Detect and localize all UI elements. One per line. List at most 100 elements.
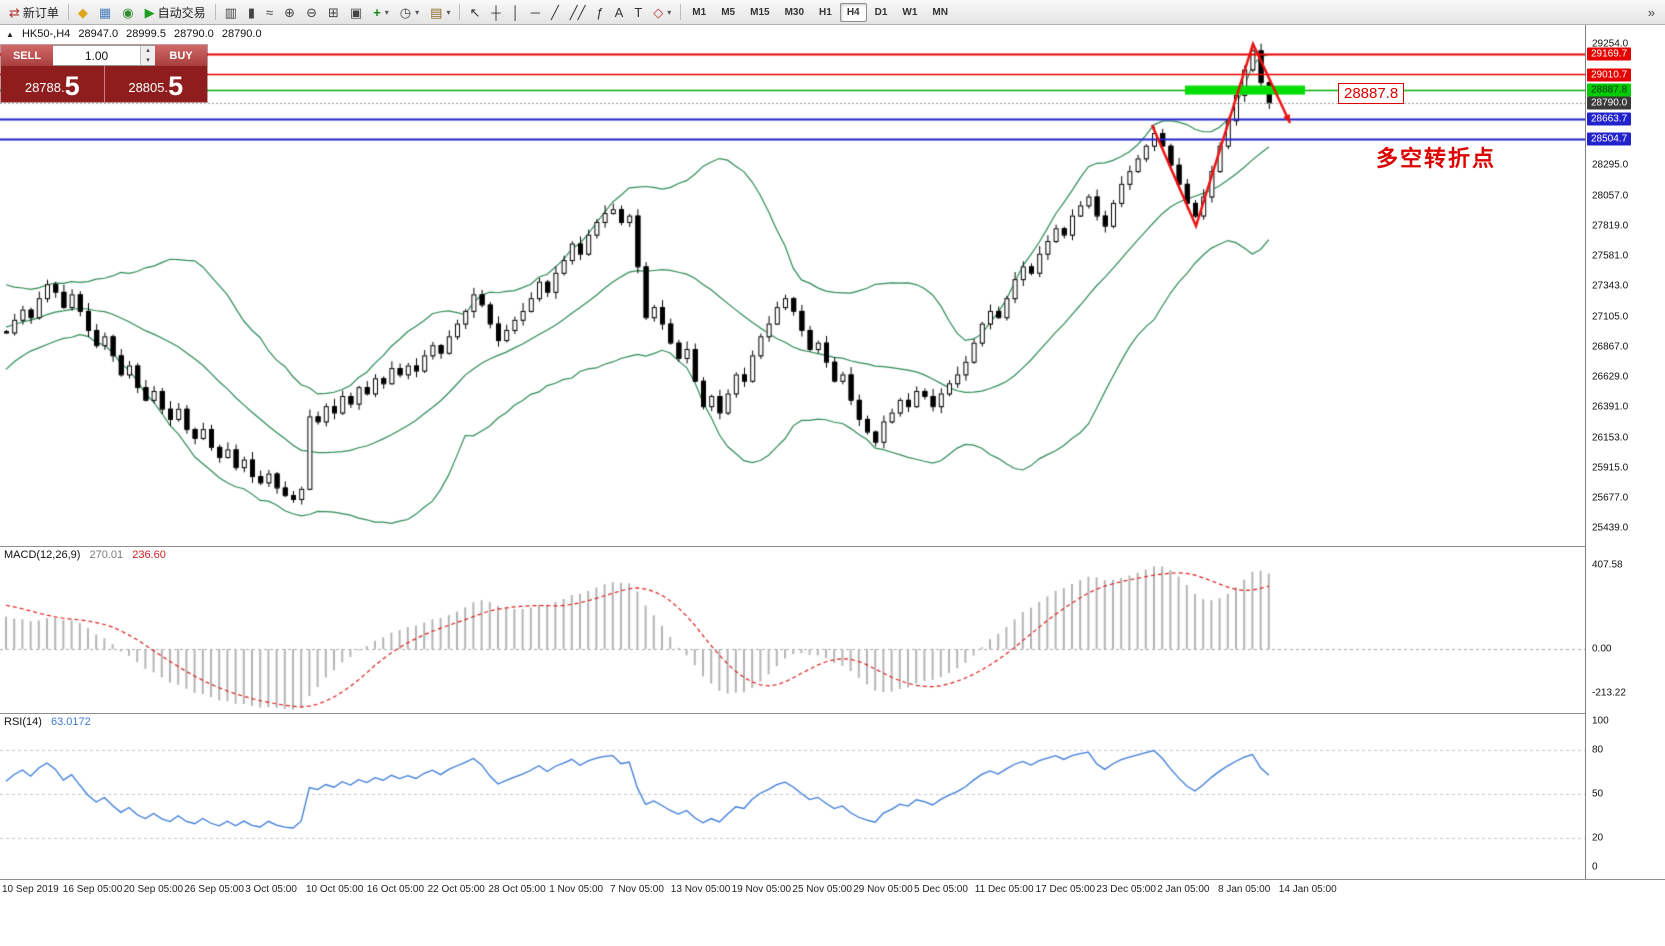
- timeframe-w1-button[interactable]: W1: [902, 6, 918, 18]
- price-axis-label: 27105.0: [1592, 311, 1629, 323]
- ohlc-high: 28999.5: [126, 28, 166, 40]
- text-icon: A: [614, 4, 624, 20]
- price-axis-label: 26153.0: [1592, 432, 1629, 444]
- macd-title: MACD(12,26,9): [4, 549, 81, 561]
- price-axis-tag: 28663.7: [1587, 112, 1632, 126]
- toolbar-separator: [67, 4, 69, 20]
- chart-canvas[interactable]: [0, 25, 1585, 879]
- horizontal-line-icon: ─: [530, 4, 540, 20]
- templates-icon: ▤: [430, 4, 443, 20]
- time-axis-label: 11 Dec 05:00: [974, 884, 1034, 895]
- price-axis-tag: 29169.7: [1587, 47, 1632, 61]
- text-button[interactable]: A: [610, 1, 629, 23]
- volume-value: 1.00: [84, 48, 109, 63]
- rsi-value: 63.0172: [50, 716, 91, 728]
- crosshair-icon: ┼: [491, 4, 501, 20]
- time-axis-label: 3 Oct 05:00: [245, 884, 297, 895]
- macd-main-value: 270.01: [89, 549, 124, 561]
- volume-input[interactable]: 1.00 ▴ ▾: [53, 45, 155, 66]
- time-axis-label: 14 Jan 05:00: [1278, 884, 1337, 895]
- rsi-title: RSI(14): [4, 716, 42, 728]
- rsi-panel-separator[interactable]: [0, 713, 1665, 714]
- symbol-ohlc-header: ▲ HK50-,H4 28947.0 28999.5 28790.0 28790…: [6, 28, 267, 40]
- toolbar: ⇄ 新订单 ◆ ▦ ◉ ▶ 自动交易 ▥ ▮ ≈ ⊕ ⊖ ⊞ ▣ + ▾ ◷ ▾ ▤ ▾ ↖ ┼ │ ─ ╱ ╱╱ ƒ A…: [0, 0, 1665, 25]
- price-label-box[interactable]: 28887.8: [1338, 83, 1405, 104]
- volume-decrease-button[interactable]: ▾: [141, 55, 155, 65]
- time-axis-label: 22 Oct 05:00: [427, 884, 485, 895]
- line-chart-button[interactable]: ≈: [261, 1, 278, 23]
- label-button[interactable]: T: [629, 1, 647, 23]
- cursor-icon: ↖: [469, 4, 481, 20]
- timeframe-group: M1 M5 M15 M30 H1 H4 D1 W1 MN: [685, 2, 955, 22]
- volume-increase-button[interactable]: ▴: [141, 46, 155, 56]
- price-axis-tag: 28790.0: [1587, 96, 1632, 109]
- zoom-in-button[interactable]: ⊕: [279, 1, 300, 23]
- toolbar-overflow-icon[interactable]: »: [1647, 4, 1655, 20]
- time-axis-label: 13 Nov 05:00: [670, 884, 731, 895]
- tile-windows-button[interactable]: ⊞: [323, 1, 344, 23]
- autotrading-button[interactable]: ▶ 自动交易: [140, 1, 211, 23]
- price-axis-label: 29254.0: [1592, 38, 1629, 50]
- timeframe-mn-button[interactable]: MN: [932, 6, 948, 18]
- new-order-button[interactable]: ⇄ 新订单: [4, 1, 64, 23]
- navigator-button[interactable]: ◉: [117, 1, 138, 23]
- chart-marker-icon: ▲: [6, 30, 14, 39]
- templates-button[interactable]: ▤ ▾: [425, 1, 455, 23]
- buy-button[interactable]: BUY: [155, 45, 207, 66]
- timeframe-m1-button[interactable]: M1: [692, 6, 707, 18]
- sell-price-big-digit: 5: [64, 71, 80, 102]
- symbol-label: HK50-,H4: [21, 28, 71, 40]
- timeframe-d1-button[interactable]: D1: [874, 6, 888, 18]
- price-axis[interactable]: 29254.0 28295.0 28057.0 27819.0 27581.0 27343…: [1585, 25, 1665, 879]
- trade-panel-divider: [103, 66, 105, 102]
- time-axis-label: 10 Oct 05:00: [306, 884, 364, 895]
- crosshair-button[interactable]: ┼: [486, 1, 505, 23]
- buy-price[interactable]: 28805. 5: [105, 66, 208, 102]
- market-watch-button[interactable]: ▦: [94, 1, 116, 23]
- trendline-button[interactable]: ╱: [546, 1, 564, 23]
- time-axis-label: 10 Sep 2019: [2, 884, 59, 895]
- macd-panel-separator[interactable]: [0, 546, 1665, 547]
- time-axis[interactable]: 10 Sep 2019 16 Sep 05:00 20 Sep 05:00 26 Se…: [0, 880, 1585, 900]
- metaeditor-button[interactable]: ◆: [73, 1, 93, 23]
- candlestick-chart-button[interactable]: ▮: [243, 1, 260, 23]
- equidistant-channel-button[interactable]: ╱╱: [565, 1, 591, 23]
- buy-price-big-digit: 5: [168, 71, 184, 102]
- toolbar-separator: [459, 4, 461, 20]
- periods-button[interactable]: ◷ ▾: [395, 1, 424, 23]
- autotrading-icon: ▶: [144, 4, 155, 20]
- fibonacci-button[interactable]: ƒ: [591, 1, 608, 23]
- bar-chart-button[interactable]: ▥: [220, 1, 242, 23]
- periods-caret-icon: ▾: [415, 7, 420, 17]
- time-axis-label: 16 Oct 05:00: [366, 884, 425, 895]
- time-axis-label: 5 Dec 05:00: [914, 884, 968, 895]
- indicators-button[interactable]: + ▾: [368, 1, 394, 23]
- zoom-out-button[interactable]: ⊖: [301, 1, 322, 23]
- timeframe-m30-button[interactable]: M30: [784, 6, 805, 18]
- cursor-button[interactable]: ↖: [464, 1, 485, 23]
- time-axis-label: 26 Sep 05:00: [184, 884, 244, 895]
- annotation-text[interactable]: 多空转折点: [1376, 146, 1497, 171]
- timeframe-h4-button[interactable]: H4: [839, 2, 867, 22]
- price-axis-label: 26629.0: [1592, 371, 1629, 383]
- macd-panel-label: MACD(12,26,9) 270.01 236.60: [4, 549, 172, 561]
- cascade-windows-button[interactable]: ▣: [345, 1, 367, 23]
- shapes-icon: ◇: [653, 4, 664, 20]
- macd-signal-value: 236.60: [132, 549, 166, 561]
- toolbar-separator: [214, 4, 216, 20]
- bar-chart-icon: ▥: [224, 4, 237, 20]
- vertical-line-button[interactable]: │: [507, 1, 525, 23]
- sell-button[interactable]: SELL: [1, 45, 53, 66]
- horizontal-line-button[interactable]: ─: [526, 1, 545, 23]
- timeframe-h1-button[interactable]: H1: [819, 6, 832, 18]
- price-axis-label: 28057.0: [1592, 190, 1629, 202]
- time-axis-label: 7 Nov 05:00: [610, 884, 664, 895]
- timeframe-m5-button[interactable]: M5: [721, 6, 736, 18]
- time-axis-label: 2 Jan 05:00: [1157, 884, 1210, 895]
- shapes-button[interactable]: ◇ ▾: [648, 1, 676, 23]
- timeframe-m15-button[interactable]: M15: [750, 6, 770, 18]
- sell-price[interactable]: 28788. 5: [1, 66, 104, 102]
- toolbar-left-group: ◆ ▦ ◉: [73, 1, 139, 23]
- price-axis-tag: 29010.7: [1587, 68, 1632, 81]
